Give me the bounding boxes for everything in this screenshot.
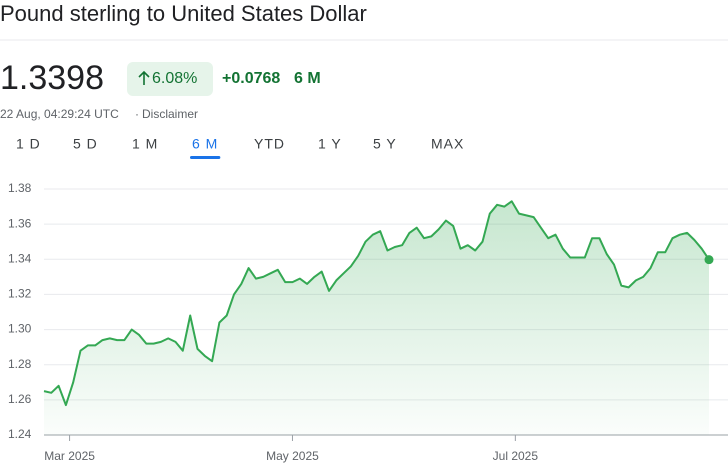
- end-dot: [704, 255, 714, 265]
- y-tick-label: 1.36: [8, 216, 32, 230]
- y-tick-label: 1.28: [8, 357, 32, 371]
- y-tick-label: 1.34: [8, 251, 32, 265]
- price: 1.3398: [0, 59, 104, 97]
- range-underline: [190, 156, 221, 159]
- change-percent: 6.08%: [152, 70, 197, 87]
- y-tick-label: 1.38: [8, 181, 32, 195]
- range-button[interactable]: MAX: [431, 136, 464, 152]
- up-arrow-icon: [138, 70, 150, 85]
- range-button[interactable]: 1 Y: [318, 136, 342, 152]
- range-button[interactable]: 1 M: [132, 136, 158, 152]
- change: +0.0768: [222, 70, 280, 87]
- x-tick-label: Mar 2025: [44, 449, 95, 463]
- period: 6 M: [294, 70, 321, 87]
- range-button[interactable]: 1 D: [16, 136, 41, 152]
- disclaimer[interactable]: Disclaimer: [142, 107, 198, 121]
- range-button[interactable]: YTD: [254, 136, 285, 152]
- x-tick-label: May 2025: [266, 449, 319, 463]
- chart-title: Pound sterling to United States Dollar: [0, 1, 367, 26]
- area: [44, 201, 709, 435]
- range-button[interactable]: 6 M: [192, 136, 218, 152]
- y-tick-label: 1.30: [8, 322, 32, 336]
- y-tick-label: 1.26: [8, 392, 32, 406]
- separator: ·: [135, 107, 139, 121]
- y-tick-label: 1.32: [8, 287, 32, 301]
- change-badge: [127, 62, 213, 96]
- y-tick-label: 1.24: [8, 427, 32, 441]
- range-button[interactable]: 5 D: [73, 136, 98, 152]
- x-tick-label: Jul 2025: [493, 449, 539, 463]
- line: [43, 200, 710, 407]
- range-button[interactable]: 5 Y: [373, 136, 397, 152]
- timestamp: 22 Aug, 04:29:24 UTC: [0, 107, 119, 121]
